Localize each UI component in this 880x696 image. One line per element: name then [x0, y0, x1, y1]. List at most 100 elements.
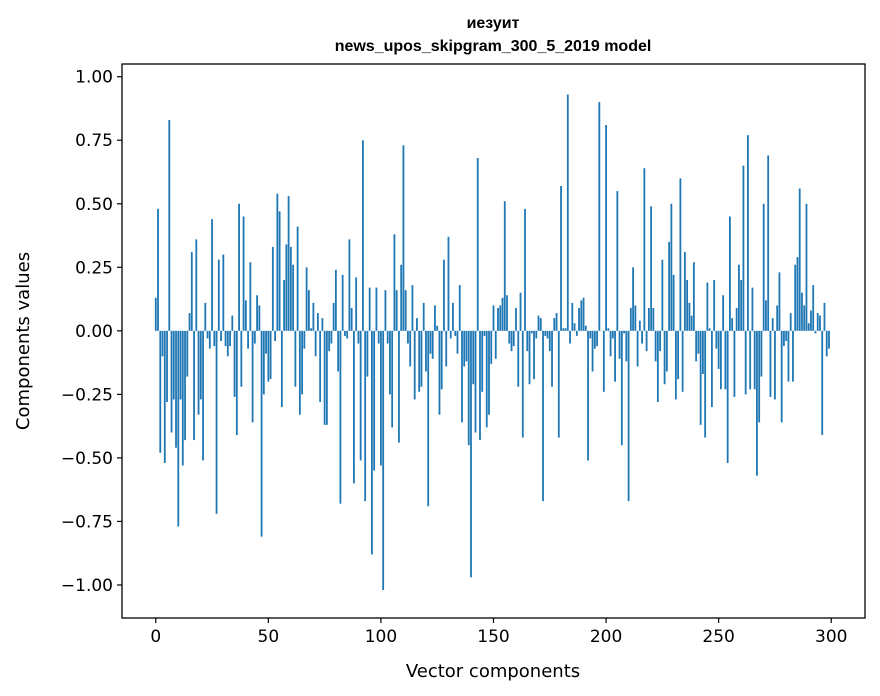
bar	[765, 300, 767, 331]
bar	[611, 330, 614, 339]
bar	[321, 318, 324, 331]
bar	[404, 290, 407, 331]
bar	[262, 330, 265, 395]
bar	[389, 330, 391, 395]
bar	[524, 208, 526, 331]
bar	[618, 330, 621, 359]
bar	[159, 330, 162, 453]
bar	[690, 315, 693, 331]
y-tick-label: −0.75	[61, 512, 113, 532]
bar	[330, 330, 333, 344]
bar	[771, 318, 774, 331]
bar	[350, 307, 353, 331]
bar	[341, 274, 344, 331]
bar	[217, 259, 220, 331]
bar	[760, 330, 763, 377]
bar	[720, 330, 722, 390]
bar	[663, 330, 666, 385]
x-axis: 0 50 100 150 200 250 300	[150, 618, 847, 647]
bar	[665, 330, 668, 372]
bar	[256, 295, 258, 331]
bar	[359, 330, 362, 461]
bar	[708, 328, 711, 331]
bar	[724, 330, 727, 390]
bar	[220, 330, 222, 341]
bar	[375, 287, 378, 331]
bar	[767, 155, 770, 331]
bar	[244, 300, 247, 331]
bar	[204, 302, 207, 331]
bar	[231, 315, 234, 331]
bar	[623, 330, 625, 334]
bar	[499, 305, 502, 331]
bar	[425, 330, 427, 372]
bar	[537, 315, 540, 331]
bar	[420, 330, 423, 387]
bar	[783, 330, 785, 347]
bar	[508, 330, 511, 344]
bar	[638, 320, 641, 331]
bar	[465, 330, 468, 362]
chart-subtitle: news_upos_skipgram_300_5_2019 model	[335, 38, 652, 55]
bar	[546, 330, 549, 339]
bar	[823, 302, 826, 331]
bar	[787, 330, 790, 382]
bar	[557, 330, 560, 438]
bar	[413, 330, 416, 400]
bar	[483, 330, 486, 336]
bar	[515, 307, 517, 331]
bar	[157, 208, 159, 331]
bar	[614, 330, 616, 382]
bar	[722, 295, 725, 331]
bar	[661, 259, 664, 331]
bar	[184, 330, 186, 441]
x-tick-label: 250	[702, 627, 734, 647]
bar	[199, 330, 202, 400]
bar	[280, 330, 283, 408]
bar	[726, 330, 729, 463]
bar	[517, 330, 520, 387]
bar	[717, 330, 720, 369]
bar	[463, 330, 466, 367]
bar	[605, 124, 607, 331]
bar	[587, 330, 589, 461]
bar	[422, 302, 425, 331]
bar	[373, 330, 376, 471]
bar	[810, 310, 812, 331]
bar	[186, 330, 189, 377]
y-axis-title: Components values	[13, 252, 34, 430]
bar	[681, 330, 684, 392]
bar	[458, 285, 461, 331]
bar	[512, 330, 515, 347]
bar	[325, 330, 328, 425]
bar	[438, 330, 441, 415]
bar	[825, 330, 828, 357]
bar	[620, 330, 623, 446]
bar	[580, 300, 583, 331]
bar	[319, 330, 322, 402]
bar	[301, 330, 304, 395]
y-tick-label: −0.25	[61, 385, 113, 405]
bar	[431, 330, 434, 359]
bar	[285, 244, 288, 331]
bar	[506, 295, 508, 331]
bar	[801, 292, 803, 331]
bar	[555, 313, 558, 331]
bar	[398, 330, 400, 443]
bar	[298, 330, 301, 415]
bar	[699, 330, 702, 425]
bar	[497, 307, 499, 331]
bar	[436, 325, 439, 331]
bar	[807, 323, 810, 331]
bar	[440, 330, 443, 390]
bar	[328, 330, 331, 352]
bar	[706, 282, 709, 331]
bar	[769, 330, 772, 397]
bar	[654, 330, 657, 362]
bar	[647, 307, 650, 331]
y-tick-label: 0.75	[75, 131, 113, 151]
bar	[168, 119, 171, 331]
bar	[780, 330, 783, 423]
bar	[377, 330, 380, 344]
bar	[371, 330, 373, 555]
